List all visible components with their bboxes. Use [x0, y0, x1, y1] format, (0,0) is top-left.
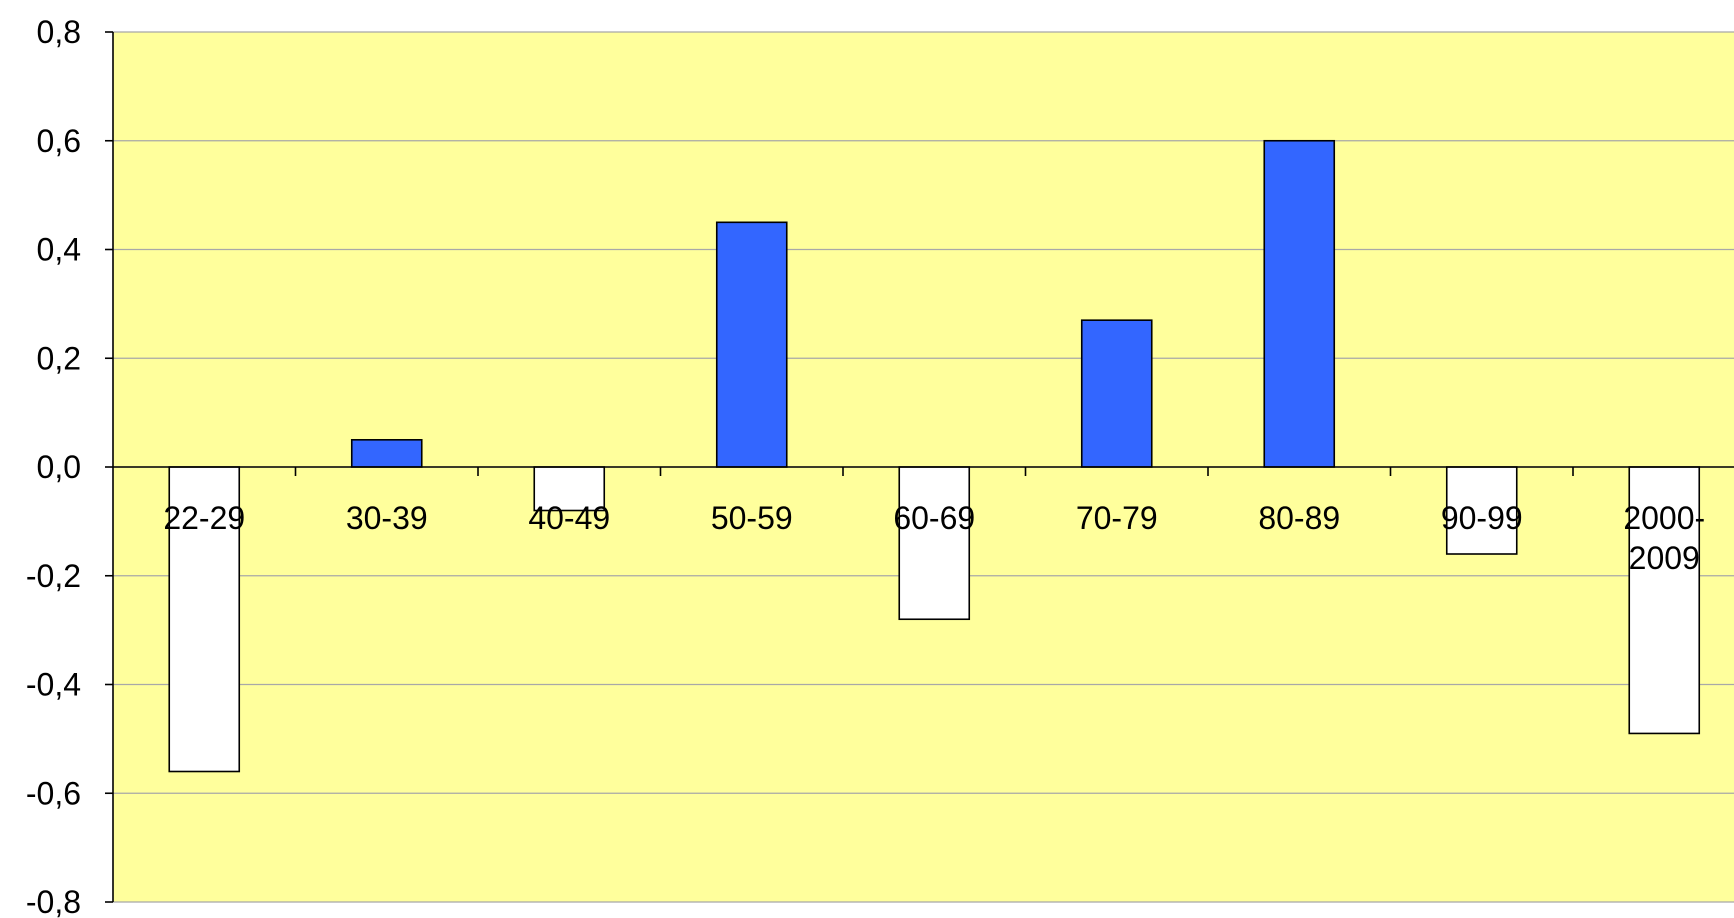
x-tick-label: 60-69	[893, 500, 975, 536]
bar-80-89	[1263, 139, 1336, 468]
bar-60-69	[898, 466, 971, 621]
bars	[168, 139, 1701, 773]
bar-50-59	[715, 221, 788, 468]
x-tick-label: 30-39	[346, 500, 428, 536]
x-tick-label: 40-49	[528, 500, 610, 536]
y-tick-label: -0,2	[26, 558, 81, 594]
y-tick-label: 0,0	[37, 449, 81, 485]
y-tick-label: -0,4	[26, 667, 81, 703]
y-tick-label: 0,6	[37, 123, 81, 159]
x-axis: 22-29 30-39 40-49 50-59 60-69 70-79 80-89 90-99…	[113, 466, 1734, 576]
y-axis: 0,8 0,6 0,4 0,2 0,0 -0,2 -0,4 -0,6 -0,8	[26, 14, 114, 918]
y-tick-label: 0,2	[37, 340, 81, 376]
y-tick-label: -0,8	[26, 884, 81, 918]
x-tick-label: 2000-	[1623, 500, 1705, 536]
x-tick-label: 22-29	[163, 500, 245, 536]
x-tick-label: 2009	[1629, 540, 1700, 576]
bar-22-29	[168, 466, 241, 773]
bar-30-39	[350, 439, 423, 468]
x-tick-label: 80-89	[1258, 500, 1340, 536]
bar-90-99	[1445, 466, 1518, 555]
x-tick-label: 50-59	[711, 500, 793, 536]
y-tick-label: -0,6	[26, 775, 81, 811]
x-tick-label: 70-79	[1076, 500, 1158, 536]
y-tick-label: 0,8	[37, 14, 81, 50]
x-tick-label: 90-99	[1441, 500, 1523, 536]
y-tick-label: 0,4	[37, 232, 81, 268]
bar-70-79	[1080, 319, 1153, 468]
